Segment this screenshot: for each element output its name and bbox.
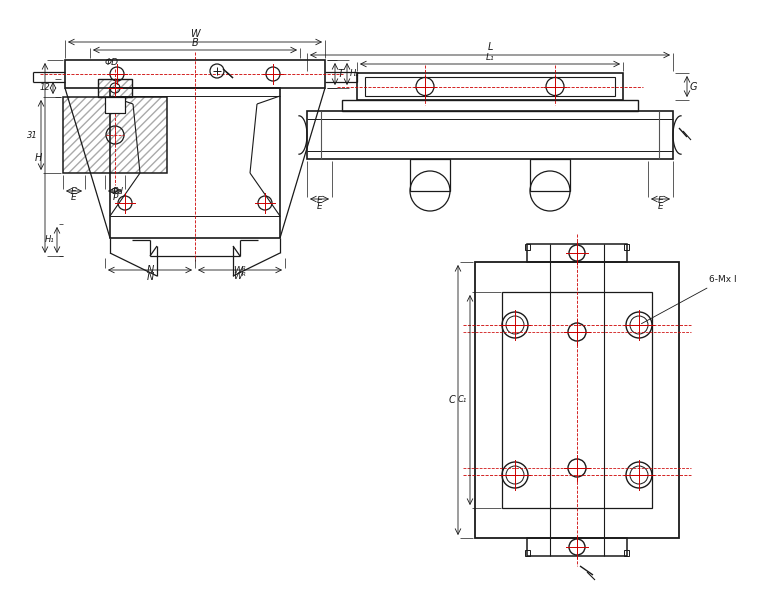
Text: E: E [316, 196, 323, 205]
Text: H₂: H₂ [350, 70, 360, 78]
Text: W: W [190, 29, 199, 39]
Text: L₁: L₁ [486, 53, 494, 62]
Bar [110, 88, 280, 238]
Bar [527, 538, 627, 556]
Text: T: T [338, 69, 344, 79]
Text: G: G [690, 81, 698, 91]
Text: 12: 12 [39, 84, 50, 93]
Text: H: H [35, 153, 42, 163]
Bar [525, 244, 530, 250]
Bar [527, 244, 627, 262]
Text: Wᴿ: Wᴿ [233, 272, 246, 281]
Bar [63, 97, 167, 173]
Text: Φd: Φd [111, 187, 123, 196]
Bar [105, 97, 125, 113]
Text: N: N [146, 272, 154, 282]
Bar [342, 100, 638, 111]
Text: N: N [146, 265, 154, 275]
Bar [624, 550, 629, 556]
Text: C₁: C₁ [457, 395, 467, 405]
Bar [475, 262, 679, 538]
Bar [410, 159, 450, 191]
Text: E: E [658, 202, 664, 211]
Bar [98, 79, 132, 97]
Text: Wᴿ: Wᴿ [233, 266, 246, 275]
Bar [63, 97, 167, 173]
Text: 31: 31 [27, 130, 38, 139]
Bar [525, 550, 530, 556]
Bar [530, 159, 570, 191]
Text: C: C [448, 395, 455, 405]
Bar [65, 60, 325, 88]
Text: H₁: H₁ [45, 235, 54, 244]
Bar [357, 73, 623, 100]
Text: P: P [112, 193, 118, 202]
Bar [365, 77, 615, 96]
Text: L: L [487, 42, 493, 52]
Bar [105, 97, 125, 113]
Bar [502, 292, 652, 508]
Text: E: E [658, 196, 664, 205]
Bar [307, 111, 673, 159]
Text: B: B [192, 38, 199, 48]
Text: E: E [71, 193, 77, 202]
Text: P: P [112, 187, 118, 196]
Text: E: E [316, 202, 323, 211]
Text: E: E [71, 187, 77, 196]
Text: ΦD: ΦD [105, 58, 119, 67]
Bar [624, 244, 629, 250]
Text: 6-Mx l: 6-Mx l [641, 275, 737, 324]
Bar [98, 79, 132, 97]
